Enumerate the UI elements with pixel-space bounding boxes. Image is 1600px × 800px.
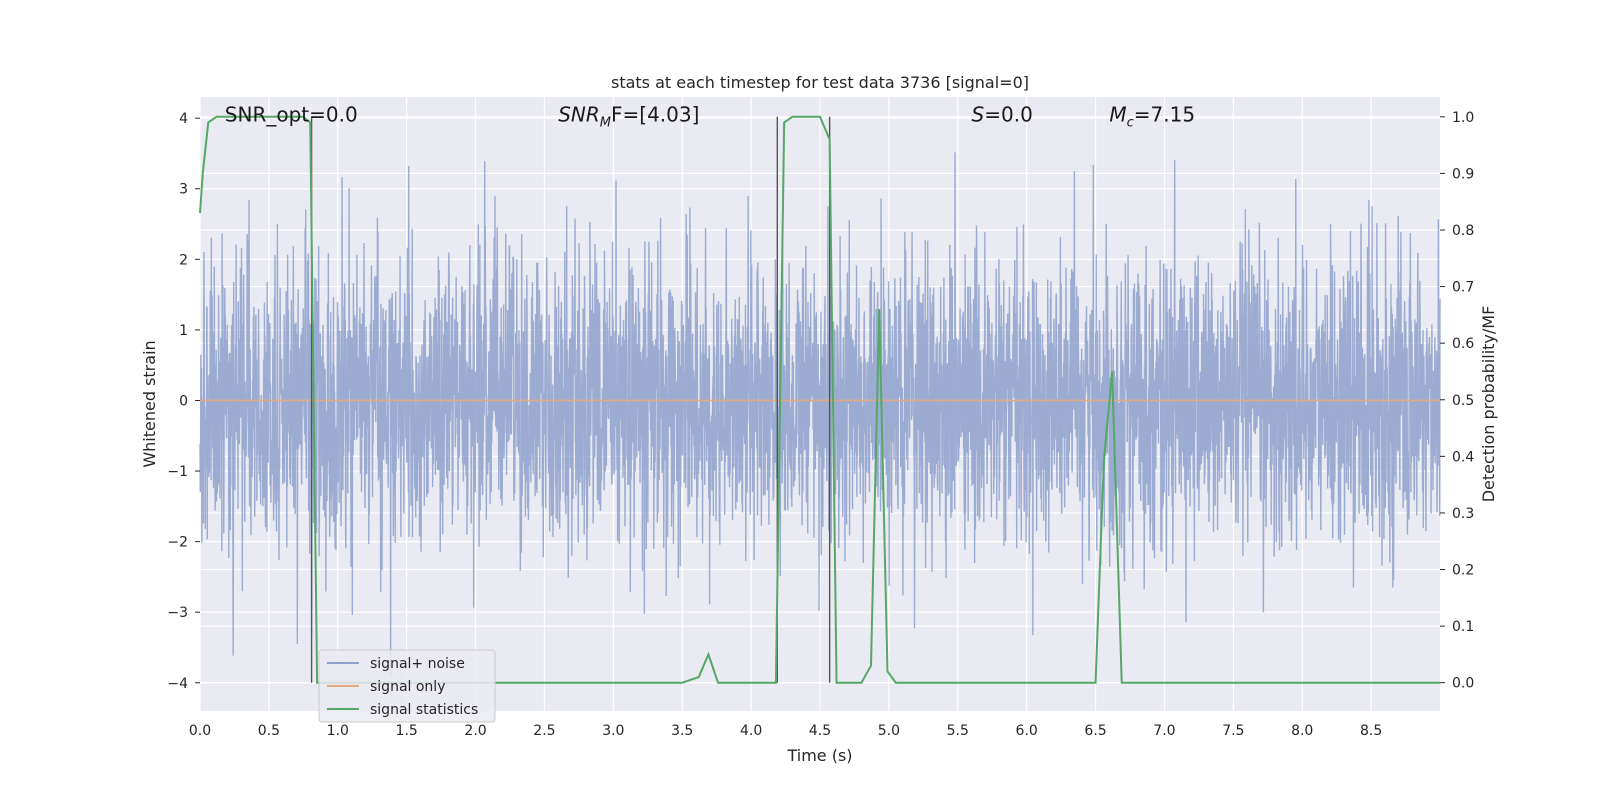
y-axis-left-ticks: 4 3 2 1 0 −1 −2 −3 −4	[167, 111, 200, 692]
x-axis-label: Time (s)	[786, 746, 852, 765]
y-axis-right-ticks: 1.0 0.9 0.8 0.7 0.6 0.5 0.4 0.3 0.2 0.1 0.0	[1440, 110, 1474, 692]
x-tick-8: 4.0	[740, 723, 762, 739]
legend-label-signal-only: signal only	[370, 679, 445, 695]
y-axis-left-label: Whitened strain	[140, 340, 159, 467]
series-signal-noise	[199, 152, 1441, 676]
annotation-0: SNR_opt=0.0	[225, 103, 358, 127]
x-tick-5: 2.5	[533, 723, 555, 739]
x-tick-4: 2.0	[464, 723, 486, 739]
y-left-tick-8: −4	[167, 676, 188, 692]
chart-title: stats at each timestep for test data 373…	[611, 73, 1029, 92]
y-left-tick-0: 4	[179, 111, 188, 127]
y-right-tick-2: 0.8	[1452, 223, 1474, 239]
y-right-tick-10: 0.0	[1452, 676, 1474, 692]
y-left-tick-6: −2	[167, 535, 188, 551]
y-right-tick-7: 0.3	[1452, 506, 1474, 522]
x-tick-3: 1.5	[396, 723, 418, 739]
y-right-tick-9: 0.1	[1452, 619, 1474, 635]
y-axis-right-label: Detection probability/MF	[1479, 306, 1498, 503]
y-left-tick-3: 1	[179, 323, 188, 339]
y-right-tick-3: 0.7	[1452, 280, 1474, 296]
annotations: SNR_opt=0.0 SNRMF=[4.03] S=0.0 Mc=7.15	[225, 103, 1195, 131]
x-tick-17: 8.5	[1360, 723, 1382, 739]
y-right-tick-1: 0.9	[1452, 166, 1474, 182]
y-right-tick-8: 0.2	[1452, 563, 1474, 579]
x-tick-14: 7.0	[1153, 723, 1175, 739]
x-tick-9: 4.5	[809, 723, 831, 739]
y-left-tick-5: −1	[167, 464, 188, 480]
y-left-tick-4: 0	[179, 393, 188, 409]
x-tick-2: 1.0	[327, 723, 349, 739]
x-axis-ticks: 0.0 0.5 1.0 1.5 2.0 2.5 3.0 3.5 4.0 4.5 5.0 5.5 6.0 6…	[189, 723, 1382, 739]
y-left-tick-7: −3	[167, 605, 188, 621]
legend-label-signal-noise: signal+ noise	[370, 656, 465, 672]
x-tick-11: 5.5	[947, 723, 969, 739]
x-tick-10: 5.0	[878, 723, 900, 739]
signal-noise-line	[199, 152, 1441, 676]
annotation-2: S=0.0	[972, 103, 1033, 127]
x-tick-13: 6.5	[1084, 723, 1106, 739]
x-tick-15: 7.5	[1222, 723, 1244, 739]
y-right-tick-5: 0.5	[1452, 393, 1474, 409]
x-tick-6: 3.0	[602, 723, 624, 739]
x-tick-7: 3.5	[671, 723, 693, 739]
x-tick-16: 8.0	[1291, 723, 1313, 739]
y-left-tick-1: 3	[179, 182, 188, 198]
legend-box	[318, 649, 496, 723]
y-right-tick-0: 1.0	[1452, 110, 1474, 126]
x-tick-0: 0.0	[189, 723, 211, 739]
signal-statistics-line	[199, 115, 1440, 684]
x-tick-1: 0.5	[258, 723, 280, 739]
legend: signal+ noise signal only signal statist…	[318, 649, 496, 723]
series-signal-statistics	[199, 115, 1440, 684]
legend-label-signal-statistics: signal statistics	[370, 702, 478, 718]
annotation-1: SNRMF=[4.03]	[558, 103, 699, 131]
y-right-tick-4: 0.6	[1452, 336, 1474, 352]
y-left-tick-2: 2	[179, 252, 188, 268]
y-right-tick-6: 0.4	[1452, 449, 1474, 465]
x-tick-12: 6.0	[1016, 723, 1038, 739]
annotation-3: Mc=7.15	[1109, 103, 1195, 131]
